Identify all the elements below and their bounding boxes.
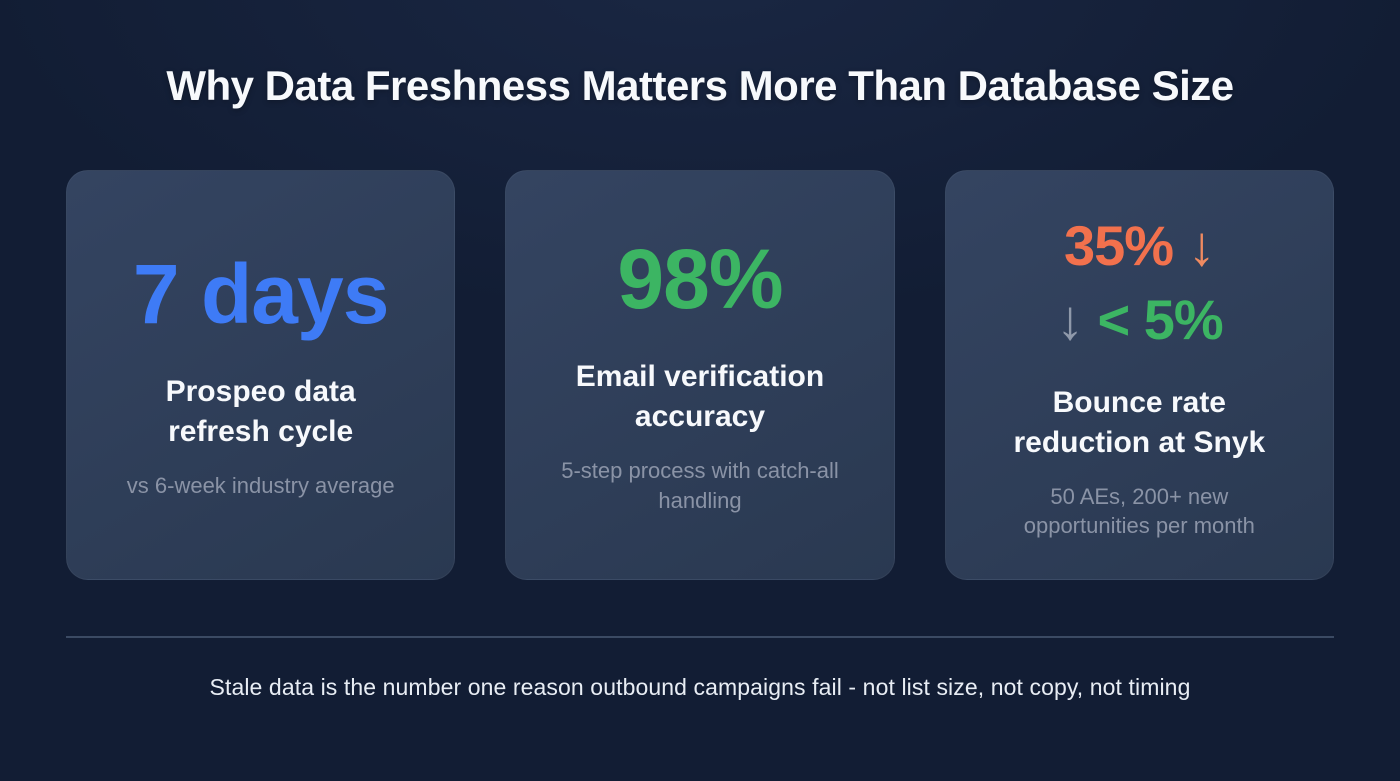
stat-subtext-verification-accuracy: 5-step process with catch-all handling	[561, 457, 839, 513]
arrow-down-icon: ↓	[1187, 213, 1216, 277]
footer-text: Stale data is the number one reason outb…	[209, 674, 1191, 700]
stat-heading-refresh-cycle: Prospeo data refresh cycle	[165, 374, 356, 449]
stat-subtext-bounce-rate: 50 AEs, 200+ new opportunities per month	[1023, 483, 1255, 539]
stat-line-after: ↓ < 5%	[1055, 283, 1224, 357]
divider	[66, 636, 1334, 638]
arrow-down-icon: ↓	[1055, 287, 1084, 351]
stat-line-before: 35% ↓	[1056, 209, 1223, 283]
stat-value-bounce-rate: 35% ↓ ↓ < 5%	[1055, 209, 1224, 357]
stat-value-refresh-cycle: 7 days	[132, 246, 390, 341]
stat-heading-bounce-rate: Bounce rate reduction at Snyk	[1013, 385, 1266, 460]
bounce-rate-before-value: 35%	[1063, 213, 1174, 277]
stat-heading-verification-accuracy: Email verification accuracy	[575, 359, 825, 434]
stat-cards-row: 7 days Prospeo data refresh cycle vs 6-w…	[66, 170, 1334, 580]
bounce-rate-after-value: < 5%	[1097, 287, 1224, 351]
page-title: Why Data Freshness Matters More Than Dat…	[166, 62, 1234, 109]
stat-card-verification-accuracy: 98% Email verification accuracy 5-step p…	[505, 170, 895, 580]
stat-card-bounce-rate: 35% ↓ ↓ < 5% Bounce rate reduction at Sn…	[944, 170, 1334, 580]
stat-value-verification-accuracy: 98%	[617, 231, 783, 326]
stat-card-refresh-cycle: 7 days Prospeo data refresh cycle vs 6-w…	[66, 170, 456, 580]
stat-subtext-refresh-cycle: vs 6-week industry average	[126, 472, 395, 498]
